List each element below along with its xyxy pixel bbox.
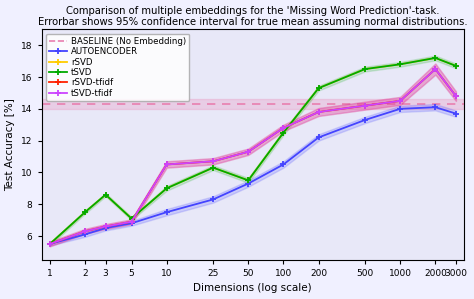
tSVD-tfidf (103, 225, 109, 228)
Bar (42, 99, 464, 109)
tSVD (246, 179, 251, 182)
rSVD-tfidf (246, 150, 251, 154)
tSVD-tfidf (82, 229, 88, 233)
Y-axis label: Test Accuracy [%]: Test Accuracy [%] (6, 98, 16, 191)
rSVD (164, 187, 170, 190)
AUTOENCODER (432, 106, 438, 109)
AUTOENCODER (281, 163, 286, 166)
AUTOENCODER (362, 118, 368, 122)
rSVD (397, 62, 403, 66)
tSVD-tfidf (128, 220, 134, 223)
rSVD-tfidf (103, 225, 109, 228)
rSVD-tfidf (281, 126, 286, 130)
AUTOENCODER (316, 136, 321, 139)
Title: Comparison of multiple embeddings for the 'Missing Word Prediction'-task.
Errorb: Comparison of multiple embeddings for th… (38, 6, 467, 27)
tSVD (453, 64, 459, 68)
tSVD (210, 166, 216, 170)
rSVD-tfidf (128, 220, 134, 223)
rSVD-tfidf (316, 110, 321, 114)
tSVD (128, 217, 134, 220)
Line: tSVD-tfidf: tSVD-tfidf (46, 65, 459, 248)
Legend: BASELINE (No Embedding), AUTOENCODER, rSVD, tSVD, rSVD-tfidf, tSVD-tfidf: BASELINE (No Embedding), AUTOENCODER, rS… (46, 33, 190, 101)
AUTOENCODER (82, 233, 88, 236)
rSVD (128, 217, 134, 220)
rSVD (316, 86, 321, 90)
Line: AUTOENCODER: AUTOENCODER (46, 104, 459, 248)
tSVD-tfidf (246, 150, 251, 154)
rSVD (246, 179, 251, 182)
AUTOENCODER (103, 226, 109, 230)
AUTOENCODER (47, 242, 53, 246)
tSVD-tfidf (47, 242, 53, 246)
tSVD (164, 187, 170, 190)
AUTOENCODER (210, 198, 216, 201)
tSVD-tfidf (281, 126, 286, 130)
AUTOENCODER (128, 222, 134, 225)
tSVD (103, 193, 109, 196)
AUTOENCODER (453, 112, 459, 115)
tSVD-tfidf (316, 110, 321, 114)
rSVD (103, 193, 109, 196)
tSVD-tfidf (432, 67, 438, 71)
tSVD (316, 86, 321, 90)
tSVD-tfidf (164, 163, 170, 166)
rSVD (362, 67, 368, 71)
tSVD-tfidf (397, 99, 403, 103)
X-axis label: Dimensions (log scale): Dimensions (log scale) (193, 283, 312, 293)
rSVD-tfidf (432, 67, 438, 71)
rSVD (82, 210, 88, 214)
tSVD (397, 62, 403, 66)
tSVD (82, 210, 88, 214)
rSVD (47, 242, 53, 246)
rSVD-tfidf (397, 99, 403, 103)
rSVD (281, 131, 286, 135)
rSVD-tfidf (210, 159, 216, 163)
Line: tSVD: tSVD (46, 54, 459, 248)
tSVD (47, 242, 53, 246)
tSVD (432, 56, 438, 60)
tSVD-tfidf (453, 94, 459, 98)
Line: rSVD: rSVD (46, 54, 459, 248)
tSVD-tfidf (362, 104, 368, 107)
rSVD (453, 64, 459, 68)
rSVD-tfidf (82, 229, 88, 233)
tSVD-tfidf (210, 159, 216, 163)
rSVD-tfidf (47, 242, 53, 246)
Line: rSVD-tfidf: rSVD-tfidf (46, 65, 459, 248)
rSVD-tfidf (362, 104, 368, 107)
tSVD (362, 67, 368, 71)
AUTOENCODER (397, 107, 403, 111)
rSVD-tfidf (164, 163, 170, 166)
rSVD-tfidf (453, 94, 459, 98)
rSVD (432, 56, 438, 60)
tSVD (281, 131, 286, 135)
AUTOENCODER (246, 182, 251, 185)
rSVD (210, 166, 216, 170)
AUTOENCODER (164, 210, 170, 214)
